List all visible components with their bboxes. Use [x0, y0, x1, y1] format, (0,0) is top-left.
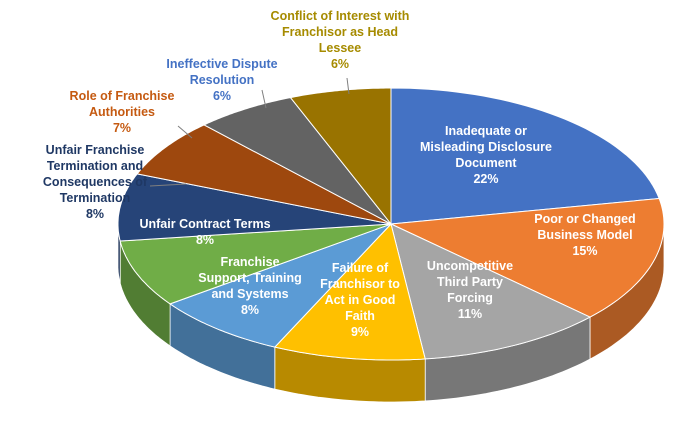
- slice-value: 15%: [572, 244, 598, 258]
- slice-label: Conflict of Interest with Franchisor as H…: [270, 9, 410, 55]
- slice-label: Ineffective Dispute Resolution: [166, 57, 278, 87]
- data-label: Ineffective Dispute Resolution 6%: [166, 56, 277, 104]
- slice-label: Failure of Franchisor to Act in Good Faith: [320, 261, 400, 323]
- slice-value: 6%: [212, 89, 232, 103]
- slice-label: Unfair Contract Terms: [139, 217, 271, 231]
- data-label: Failure of Franchisor to Act in Good Faith 9…: [320, 260, 400, 340]
- data-label: Unfair Franchise Termination and Consequen…: [43, 142, 147, 222]
- slice-label: Franchise Support, Training and Systems: [198, 255, 302, 301]
- data-label: Poor or Changed Business Model 15%: [534, 211, 635, 259]
- data-label: Unfair Contract Terms 8%: [139, 216, 270, 248]
- slice-value: 8%: [85, 207, 105, 221]
- pie-slice: [390, 223, 592, 360]
- slice-value: 22%: [473, 172, 499, 186]
- slice-value: 6%: [330, 57, 350, 71]
- slice-label: Unfair Franchise Termination and Consequen…: [42, 143, 148, 205]
- data-label: Inadequate or Misleading Disclosure Docume…: [420, 123, 552, 187]
- pie-slice: [389, 197, 665, 318]
- data-label: Uncompetitive Third Party Forcing 11%: [427, 258, 513, 322]
- pie-slice: [202, 97, 392, 225]
- data-label: Conflict of Interest with Franchisor as H…: [271, 8, 410, 72]
- leader-line: [261, 89, 267, 109]
- pie-slice: [390, 87, 660, 225]
- leader-line: [149, 183, 187, 187]
- pie-slice: [136, 124, 392, 225]
- slice-value: 8%: [195, 233, 215, 247]
- leader-line: [346, 77, 350, 95]
- pie-slice: [289, 87, 392, 226]
- leader-line: [177, 125, 193, 139]
- slice-value: 7%: [112, 121, 132, 135]
- pie-slice: [273, 222, 426, 361]
- data-label: Franchise Support, Training and Systems 8%: [198, 254, 301, 318]
- pie-slice: [117, 173, 392, 242]
- pie-slice: [119, 223, 392, 305]
- slice-label: Inadequate or Misleading Disclosure Docume…: [420, 124, 552, 170]
- data-label: Role of Franchise Authorities 7%: [70, 88, 175, 136]
- slice-value: 11%: [457, 307, 483, 321]
- slice-value: 9%: [350, 325, 370, 339]
- slice-label: Role of Franchise Authorities: [69, 89, 175, 119]
- pie-slice: [168, 223, 392, 348]
- slice-value: 8%: [240, 303, 260, 317]
- slice-label: Poor or Changed Business Model: [534, 212, 636, 242]
- slice-label: Uncompetitive Third Party Forcing: [426, 259, 514, 305]
